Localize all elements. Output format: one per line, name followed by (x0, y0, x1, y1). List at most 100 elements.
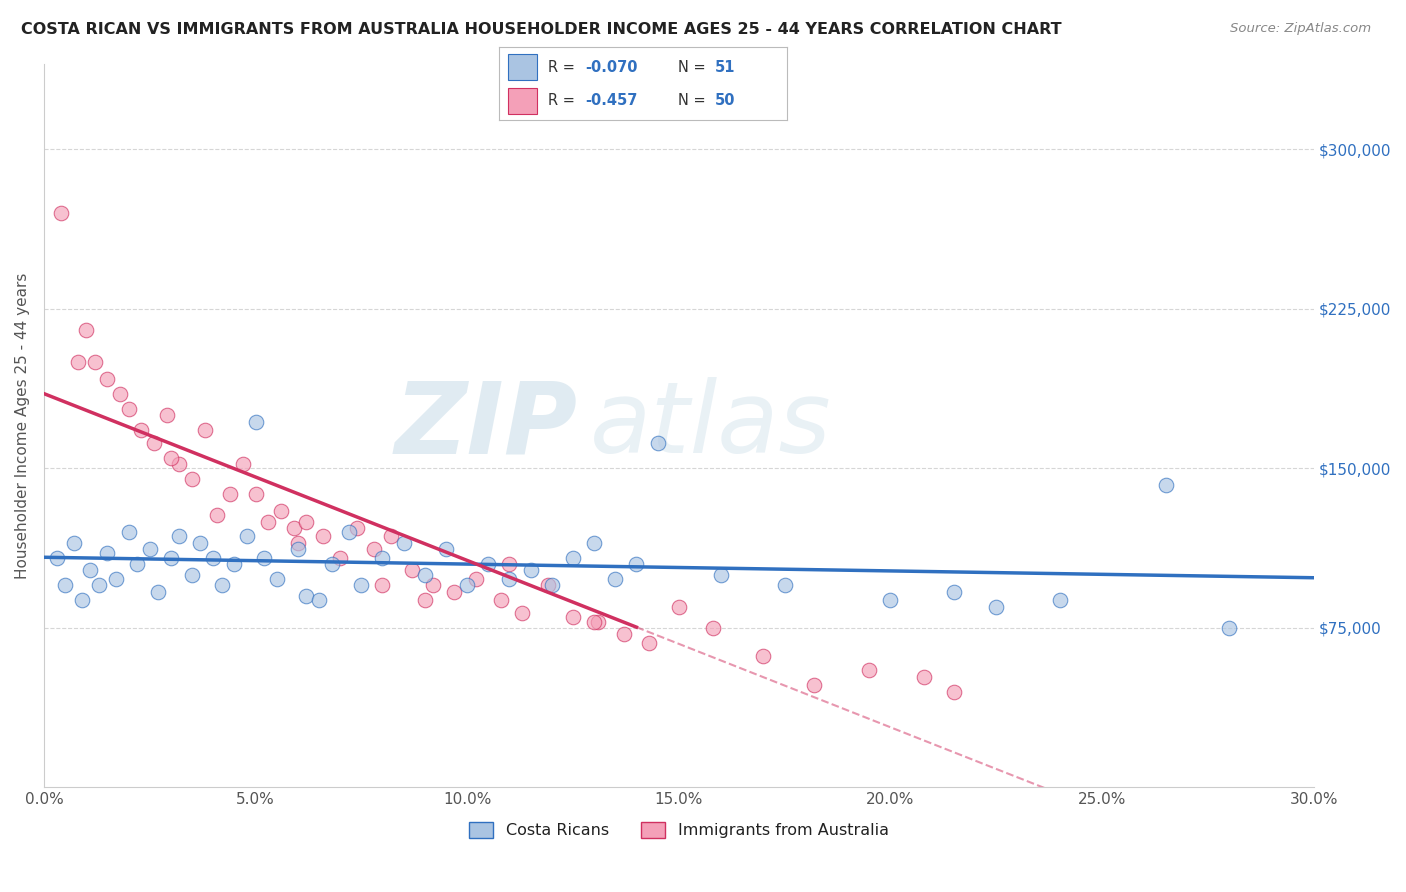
Point (236, 529, 259, 543)
Text: atlas: atlas (591, 377, 831, 475)
Point (498, 557, 520, 571)
Point (287, 536, 309, 550)
Point (79, 564, 101, 578)
Point (647, 435, 669, 450)
Point (169, 529, 191, 543)
Point (942, 684, 965, 698)
Point (477, 557, 499, 571)
Point (1218, 621, 1240, 635)
Point (422, 578, 444, 592)
Point (253, 550, 276, 565)
Point (270, 504, 292, 518)
Point (190, 536, 212, 550)
Point (638, 636, 661, 650)
Point (380, 529, 402, 543)
Point (519, 564, 541, 578)
Point (49, 206, 72, 220)
Point (96, 546, 118, 560)
Point (295, 515, 318, 529)
Point (138, 542, 160, 557)
Text: COSTA RICAN VS IMMIGRANTS FROM AUSTRALIA HOUSEHOLDER INCOME AGES 25 - 44 YEARS C: COSTA RICAN VS IMMIGRANTS FROM AUSTRALIA… (21, 22, 1062, 37)
Point (1049, 593, 1071, 607)
Point (146, 584, 169, 599)
Point (392, 536, 415, 550)
FancyBboxPatch shape (508, 54, 537, 80)
Point (245, 415, 267, 429)
Point (588, 615, 610, 629)
Point (464, 572, 486, 586)
Point (245, 487, 267, 501)
Point (583, 536, 606, 550)
Point (156, 408, 179, 422)
Point (371, 550, 394, 565)
Point (257, 515, 280, 529)
Point (498, 572, 520, 586)
Text: -0.457: -0.457 (585, 93, 638, 108)
Point (169, 457, 191, 471)
Point (308, 593, 330, 607)
Point (540, 578, 562, 592)
Point (510, 606, 533, 620)
Point (83, 355, 105, 369)
Text: R =: R = (548, 93, 579, 108)
Point (536, 578, 558, 592)
Point (295, 589, 318, 603)
Point (583, 615, 606, 629)
Point (337, 525, 360, 540)
Point (443, 584, 465, 599)
Point (45, 550, 67, 565)
Point (626, 557, 648, 571)
Point (232, 457, 254, 471)
Point (401, 564, 423, 578)
Point (346, 521, 368, 535)
Point (194, 423, 217, 437)
Point (108, 387, 131, 401)
Point (562, 550, 585, 565)
Text: R =: R = (548, 60, 579, 75)
Y-axis label: Householder Income Ages 25 - 44 years: Householder Income Ages 25 - 44 years (15, 273, 30, 579)
Point (363, 542, 385, 557)
Point (117, 525, 139, 540)
Point (879, 593, 901, 607)
Point (224, 557, 246, 571)
Text: 50: 50 (716, 93, 735, 108)
Point (181, 567, 204, 582)
Point (70, 593, 93, 607)
Point (773, 578, 796, 592)
Point (211, 578, 233, 592)
Point (117, 401, 139, 416)
Point (219, 487, 242, 501)
Point (803, 678, 825, 692)
Point (613, 627, 636, 641)
Point (160, 550, 183, 565)
Point (160, 450, 183, 465)
Point (702, 621, 724, 635)
Point (181, 472, 204, 486)
Point (66, 355, 89, 369)
Point (413, 567, 436, 582)
Point (858, 664, 880, 678)
Text: ZIP: ZIP (394, 377, 578, 475)
Point (104, 572, 127, 586)
Point (207, 508, 229, 523)
Point (668, 599, 690, 614)
Point (283, 521, 305, 535)
Point (329, 550, 352, 565)
Point (942, 584, 965, 599)
Point (986, 599, 1008, 614)
Point (912, 670, 935, 684)
Point (129, 423, 152, 437)
Point (562, 610, 585, 624)
Point (710, 567, 733, 582)
Point (456, 578, 478, 592)
Point (96, 372, 118, 386)
Point (312, 529, 335, 543)
Point (489, 593, 512, 607)
Point (53, 578, 76, 592)
Text: 51: 51 (716, 60, 735, 75)
Legend: Costa Ricans, Immigrants from Australia: Costa Ricans, Immigrants from Australia (463, 815, 896, 845)
Point (350, 578, 373, 592)
Point (371, 578, 394, 592)
Point (605, 572, 627, 586)
Text: N =: N = (678, 93, 710, 108)
